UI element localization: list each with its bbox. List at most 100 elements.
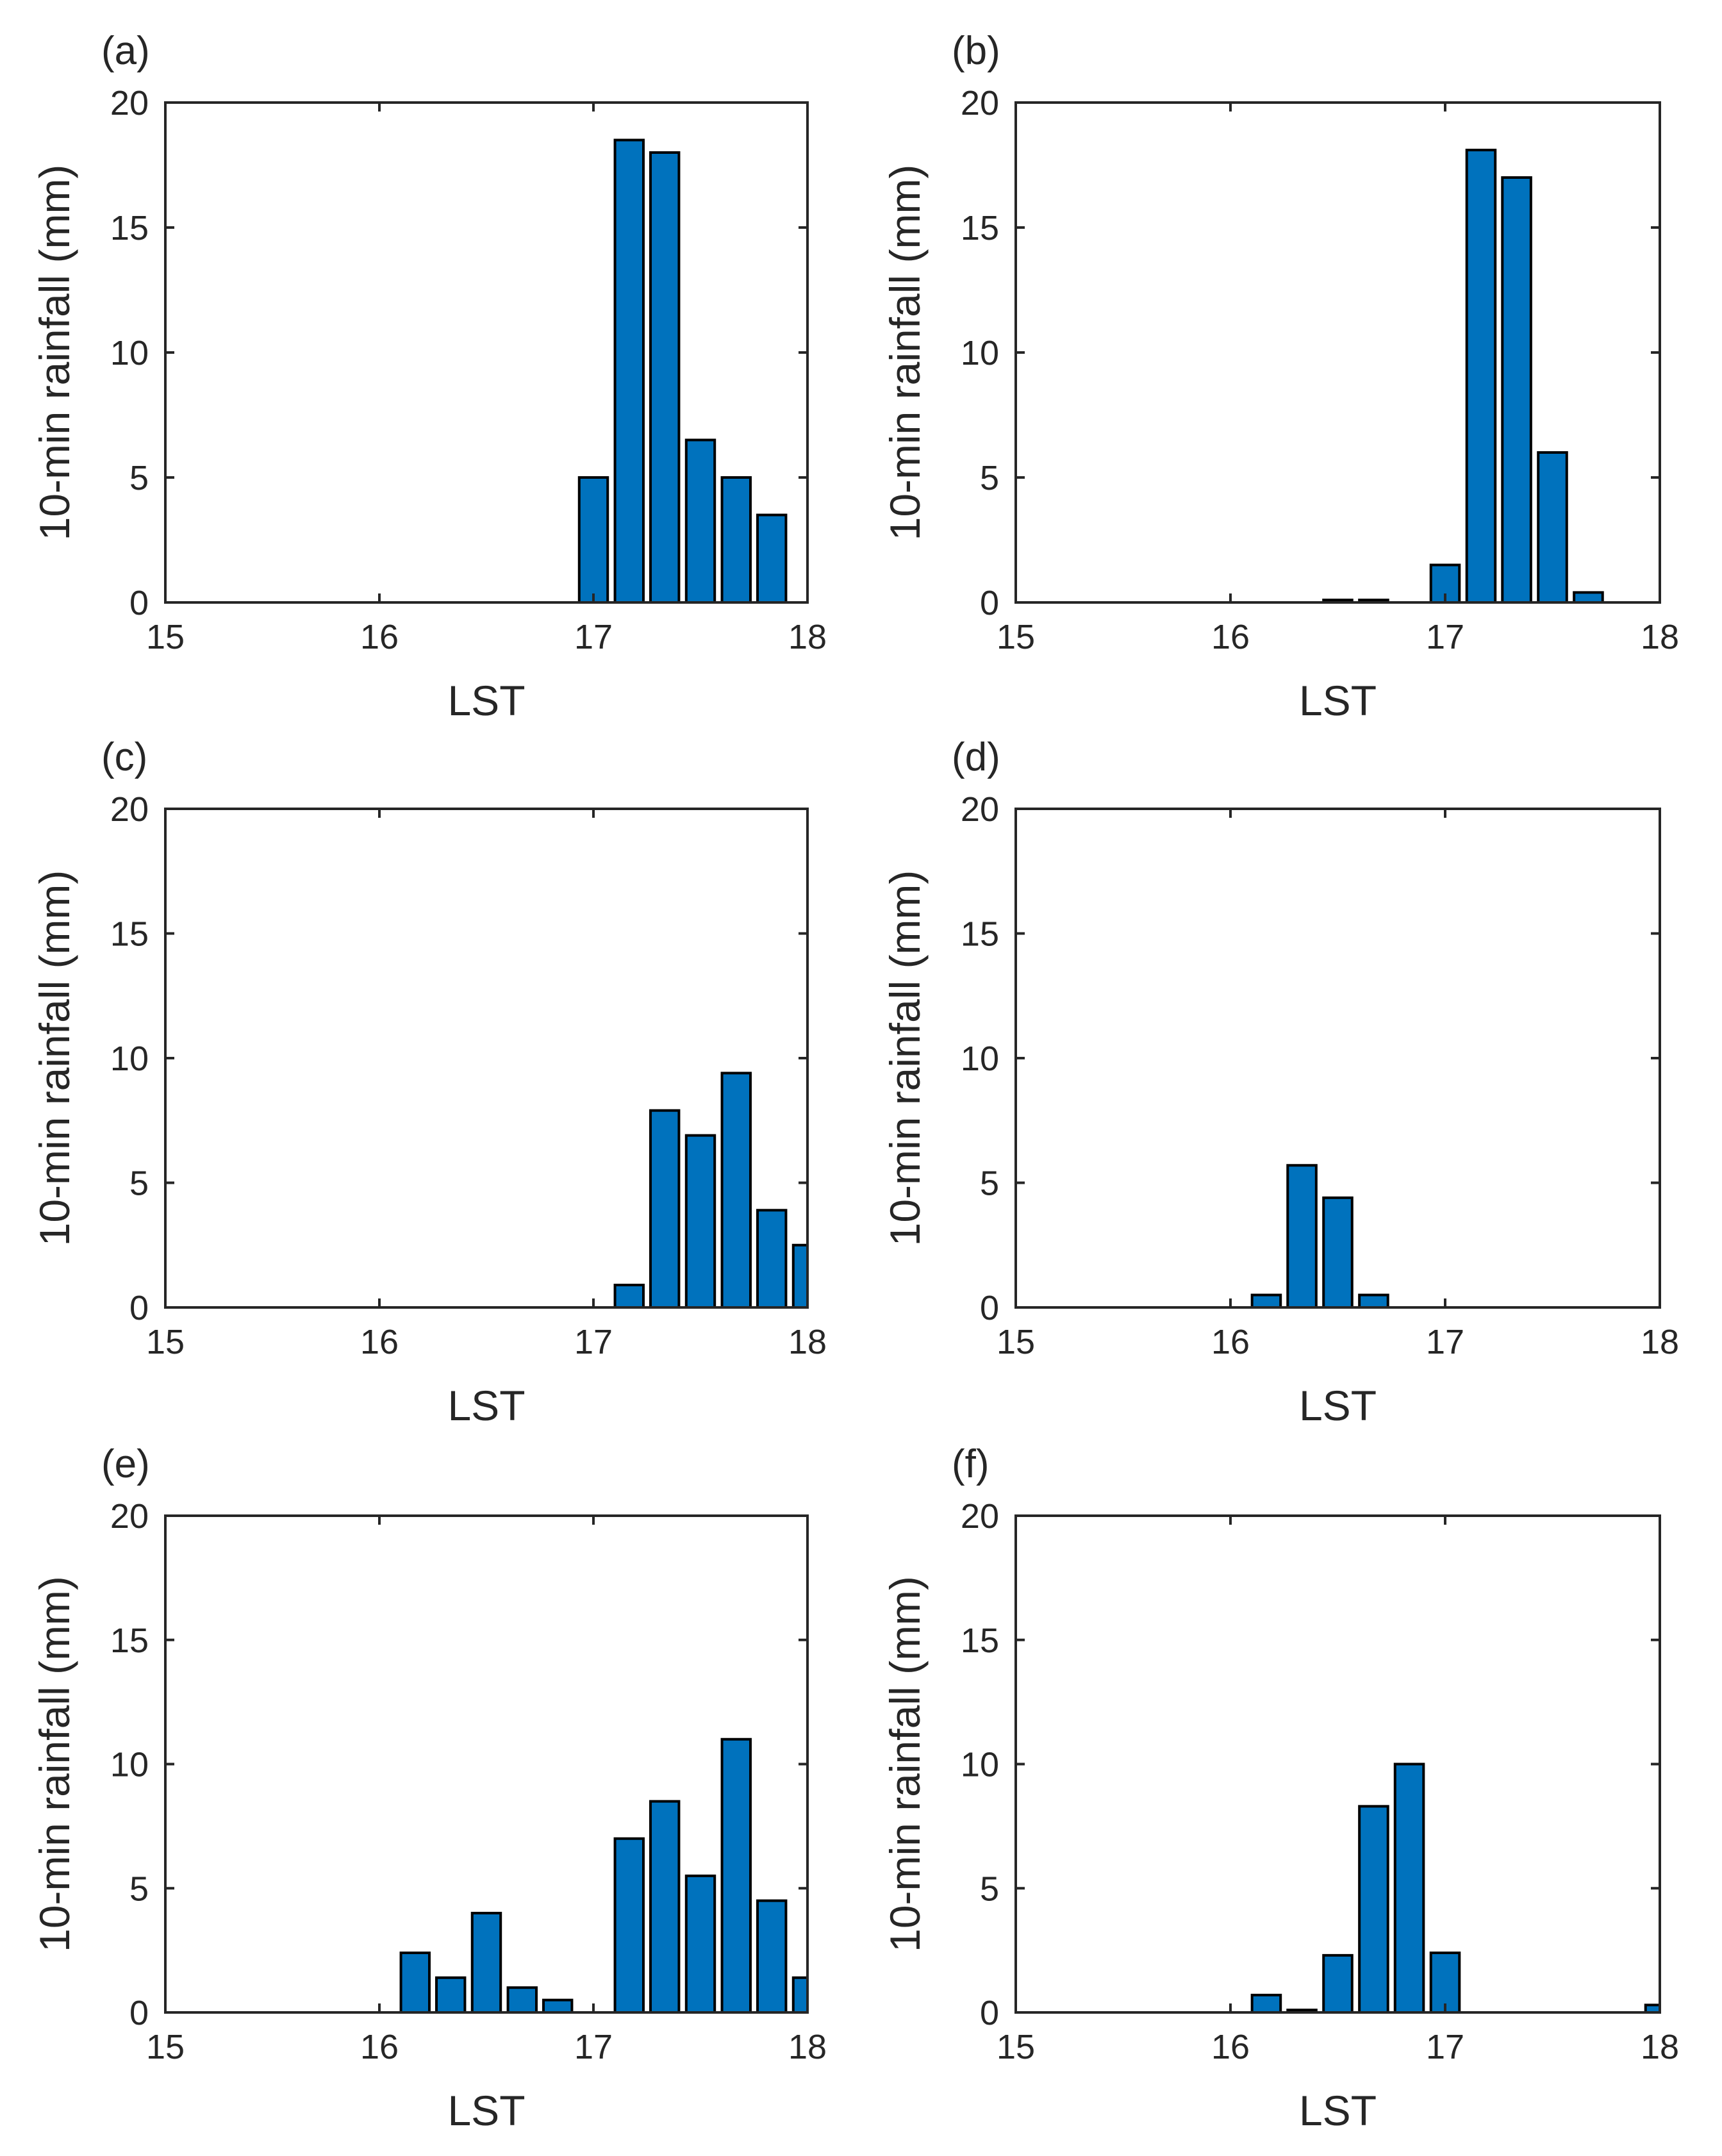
bars (1250, 1164, 1389, 1307)
y-tick-label: 5 (129, 459, 149, 497)
x-axis-label: LST (447, 677, 525, 724)
x-tick-label: 16 (1211, 2028, 1250, 2066)
bar (1358, 1805, 1389, 2012)
bar (684, 438, 716, 602)
x-tick-label: 16 (1211, 1323, 1250, 1361)
bar (470, 1912, 502, 2012)
y-tick-label: 10 (961, 1746, 999, 1784)
y-tick-label: 15 (961, 209, 999, 247)
y-tick-label: 0 (980, 1289, 999, 1327)
bars (399, 1737, 807, 2012)
bar (1286, 1164, 1318, 1307)
x-tick-label: 18 (1641, 1323, 1679, 1361)
y-tick-label: 0 (980, 584, 999, 622)
y-tick-label: 20 (110, 84, 149, 122)
x-axis-label: LST (1299, 677, 1377, 724)
x-tick-label: 18 (1641, 618, 1679, 656)
bar (649, 151, 681, 602)
x-tick-label: 15 (146, 2028, 185, 2066)
y-tick-label: 5 (129, 1165, 149, 1203)
x-tick-label: 16 (1211, 618, 1250, 656)
panel-label: (e) (101, 1442, 150, 1486)
x-axis-label: LST (1299, 2087, 1377, 2134)
panel-label: (a) (101, 29, 150, 73)
y-tick-label: 20 (110, 790, 149, 829)
x-tick-label: 18 (788, 618, 827, 656)
y-axis-label: 10-min rainfall (mm) (31, 165, 78, 541)
x-tick-label: 17 (574, 2028, 613, 2066)
bar (506, 1986, 538, 2012)
y-tick-label: 5 (980, 1165, 999, 1203)
panel-label: (d) (952, 735, 1000, 779)
x-axis-label: LST (447, 1382, 525, 1429)
y-tick-label: 15 (961, 915, 999, 954)
x-tick-label: 16 (360, 618, 399, 656)
x-tick-label: 17 (574, 618, 613, 656)
y-tick-label: 10 (110, 334, 149, 372)
y-tick-label: 5 (129, 1870, 149, 1908)
y-tick-label: 10 (110, 1040, 149, 1078)
bar (1322, 1196, 1354, 1307)
bar (720, 476, 752, 602)
bar (684, 1134, 716, 1307)
bar (756, 513, 788, 602)
x-tick-label: 15 (146, 1323, 185, 1361)
bar (1322, 1953, 1354, 2012)
bar (542, 1998, 574, 2012)
y-tick-label: 15 (961, 1621, 999, 1660)
bar (1429, 1952, 1461, 2012)
y-axis-label: 10-min rainfall (mm) (881, 870, 929, 1247)
y-tick-label: 0 (129, 1289, 149, 1327)
panel-label: (b) (952, 29, 1000, 73)
y-tick-label: 20 (110, 1497, 149, 1536)
y-tick-label: 15 (110, 209, 149, 247)
bars (1322, 149, 1604, 602)
y-axis-label: 10-min rainfall (mm) (31, 1576, 78, 1952)
y-tick-label: 20 (961, 790, 999, 829)
bar (613, 1837, 645, 2012)
bar (1393, 1762, 1425, 2012)
bars (1250, 1762, 1660, 2012)
bar (577, 476, 609, 602)
x-axis-label: LST (1299, 1382, 1377, 1429)
bar (649, 1800, 681, 2012)
y-tick-label: 15 (110, 1621, 149, 1660)
axes-frame (1014, 1514, 1661, 2014)
x-tick-label: 18 (788, 1323, 827, 1361)
x-tick-label: 15 (997, 2028, 1035, 2066)
bar (1573, 591, 1604, 602)
y-tick-label: 5 (980, 1870, 999, 1908)
x-tick-label: 15 (997, 618, 1035, 656)
bar (1537, 451, 1568, 602)
bars (613, 1072, 807, 1307)
bar (684, 1874, 716, 2012)
bar (1501, 176, 1532, 602)
bar (720, 1737, 752, 2012)
x-tick-label: 16 (360, 2028, 399, 2066)
x-tick-label: 15 (146, 618, 185, 656)
bar (1250, 1293, 1282, 1307)
x-axis-label: LST (447, 2087, 525, 2134)
bar (613, 138, 645, 602)
x-tick-label: 17 (1426, 618, 1464, 656)
bar (720, 1072, 752, 1307)
y-axis-label: 10-min rainfall (mm) (881, 165, 929, 541)
bar (1465, 149, 1497, 602)
bar (756, 1209, 788, 1307)
x-tick-label: 15 (997, 1323, 1035, 1361)
y-tick-label: 20 (961, 84, 999, 122)
y-tick-label: 15 (110, 915, 149, 954)
y-tick-label: 10 (961, 334, 999, 372)
y-tick-label: 10 (110, 1746, 149, 1784)
bar (1250, 1993, 1282, 2012)
y-axis-label: 10-min rainfall (mm) (31, 870, 78, 1247)
bar (399, 1952, 431, 2012)
bars (577, 138, 788, 602)
